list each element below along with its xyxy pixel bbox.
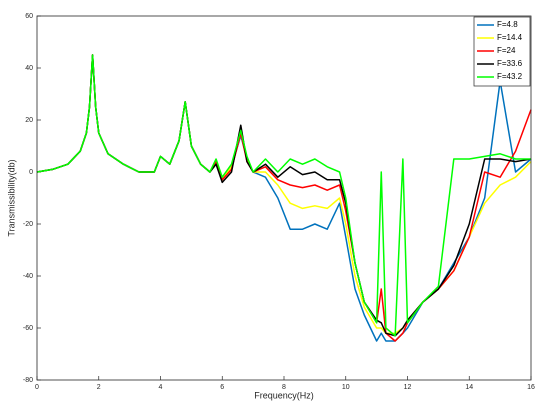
y-tick-label: -20 [23,221,33,228]
y-tick-label: 40 [25,65,33,72]
x-tick-label: 16 [527,384,535,391]
x-tick-label: 8 [282,384,286,391]
y-tick-label: -80 [23,377,33,384]
y-tick-label: 0 [29,169,33,176]
y-tick-label: 60 [25,13,33,20]
legend-label: F=24 [497,46,516,55]
series-line [36,54,531,337]
x-tick-label: 4 [159,384,163,391]
x-axis-label: Frequency(Hz) [254,390,314,400]
x-tick-label: 6 [220,384,224,391]
x-tick-label: 10 [342,384,350,391]
x-tick-label: 0 [35,384,39,391]
legend-label: F=4.8 [497,20,518,29]
legend-label: F=14.4 [497,33,523,42]
y-tick-label: 20 [25,117,33,124]
y-tick-label: -60 [23,325,33,332]
x-tick-label: 14 [465,384,473,391]
legend-label: F=43.2 [497,72,523,81]
y-axis-label: Transmissibility(db) [6,159,16,236]
plot-frame [36,15,532,381]
legend-label: F=33.6 [497,59,523,68]
x-tick-label: 12 [404,384,412,391]
y-tick-label: -40 [23,273,33,280]
legend: F=4.8 F=14.4 F=24 F=33.6 F=43.2 [473,16,531,87]
x-tick-label: 2 [97,384,101,391]
